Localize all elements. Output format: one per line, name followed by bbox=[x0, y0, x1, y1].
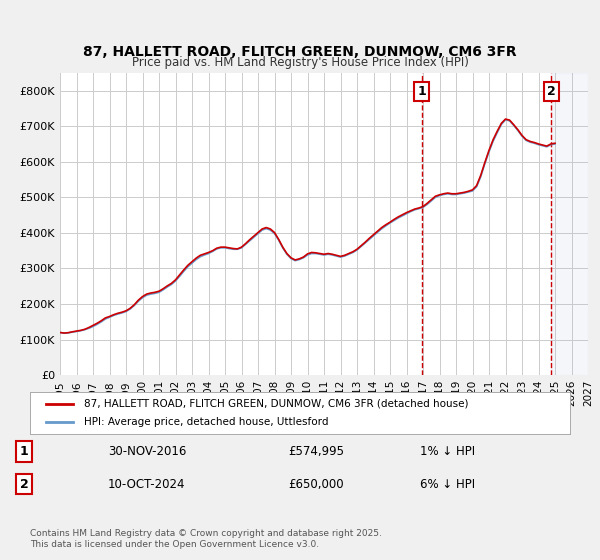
Text: HPI: Average price, detached house, Uttlesford: HPI: Average price, detached house, Uttl… bbox=[84, 417, 329, 427]
Text: 6% ↓ HPI: 6% ↓ HPI bbox=[420, 478, 475, 491]
Text: Contains HM Land Registry data © Crown copyright and database right 2025.
This d: Contains HM Land Registry data © Crown c… bbox=[30, 529, 382, 549]
Text: Price paid vs. HM Land Registry's House Price Index (HPI): Price paid vs. HM Land Registry's House … bbox=[131, 56, 469, 69]
Text: 10-OCT-2024: 10-OCT-2024 bbox=[108, 478, 185, 491]
Text: 87, HALLETT ROAD, FLITCH GREEN, DUNMOW, CM6 3FR: 87, HALLETT ROAD, FLITCH GREEN, DUNMOW, … bbox=[83, 45, 517, 59]
Text: £650,000: £650,000 bbox=[288, 478, 344, 491]
Text: £574,995: £574,995 bbox=[288, 445, 344, 458]
Text: 30-NOV-2016: 30-NOV-2016 bbox=[108, 445, 187, 458]
Text: 2: 2 bbox=[20, 478, 28, 491]
Text: 1: 1 bbox=[20, 445, 28, 458]
Text: 2: 2 bbox=[547, 85, 556, 98]
Text: 1% ↓ HPI: 1% ↓ HPI bbox=[420, 445, 475, 458]
Text: 1: 1 bbox=[418, 85, 426, 98]
Bar bbox=[551, 73, 588, 375]
Text: 87, HALLETT ROAD, FLITCH GREEN, DUNMOW, CM6 3FR (detached house): 87, HALLETT ROAD, FLITCH GREEN, DUNMOW, … bbox=[84, 399, 469, 409]
